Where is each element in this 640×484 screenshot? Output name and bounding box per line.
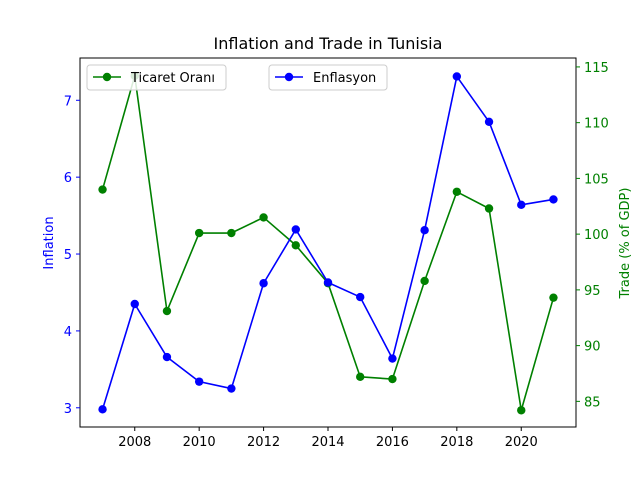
x-tick-label: 2010 [183,435,216,450]
trade-data-point [356,372,365,382]
right-axis-label: Trade (% of GDP) [618,188,633,300]
legend-inflation-marker [284,72,294,82]
inflation-data-point [227,384,236,393]
trade-data-point [484,204,494,213]
inflation-data-point [291,225,300,234]
inflation-data-point [130,299,139,309]
trade-data-point [388,374,397,384]
legend-inflation-label: Enflasyon [313,71,376,86]
inflation-data-point [98,405,107,414]
legend-trade-marker [102,72,112,82]
trade-data-point [194,228,204,238]
inflation-data-point [259,279,268,288]
x-tick-label: 2020 [505,435,538,450]
x-tick-label: 2016 [376,435,409,450]
y-left-tick-label: 3 [64,402,72,417]
plot-area [98,71,558,415]
y-left-tick-label: 5 [64,248,72,263]
y-right-tick-label: 105 [584,172,609,187]
trade-data-point [549,293,558,302]
y-right-tick-label: 90 [584,340,601,355]
x-tick-label: 2018 [440,435,473,450]
inflation-data-point [162,352,172,362]
inflation-data-point [356,292,365,302]
y-right-tick-label: 100 [584,228,609,243]
trade-data-point [259,213,268,222]
legend-trade: Ticaret Oranı [86,64,227,91]
y-right-tick-label: 110 [584,117,609,132]
x-axis: 2008 2010 2012 2014 2016 2018 2020 [118,427,538,450]
legend-inflation-box [268,64,388,91]
y-left-tick-label: 4 [64,325,72,340]
y-axis-right: 85 90 95 100 105 110 115 [576,61,609,410]
left-axis-label: Inflation [42,216,57,269]
inflation-data-point [388,354,397,363]
trade-data-point [98,185,107,194]
inflation-data-point [194,377,204,386]
inflation-data-point [517,200,526,210]
x-tick-label: 2012 [247,435,280,450]
inflation-data-point [484,117,494,127]
trade-data-point [517,406,526,415]
trade-data-point [420,276,429,286]
y-right-tick-label: 115 [584,61,609,76]
y-left-tick-label: 7 [64,94,72,109]
y-right-tick-label: 95 [584,284,601,299]
y-axis-left: 3 4 5 6 7 [64,94,80,417]
legend-inflation: Enflasyon [268,64,388,91]
trade-data-point [452,187,462,196]
legend-trade-box [86,64,227,91]
trade-data-point [227,228,236,238]
inflation-data-point [452,72,462,81]
chart-title: Inflation and Trade in Tunisia [214,34,443,53]
y-right-tick-label: 85 [584,395,601,410]
inflation-data-point [549,195,558,204]
x-tick-label: 2014 [311,435,344,450]
trade-data-point [162,306,172,316]
legend-trade-label: Ticaret Oranı [130,71,215,86]
inflation-data-point [420,226,429,235]
y-left-tick-label: 6 [64,171,72,186]
inflation-data-point [323,278,333,287]
x-tick-label: 2008 [118,435,151,450]
trade-data-point [291,241,300,250]
